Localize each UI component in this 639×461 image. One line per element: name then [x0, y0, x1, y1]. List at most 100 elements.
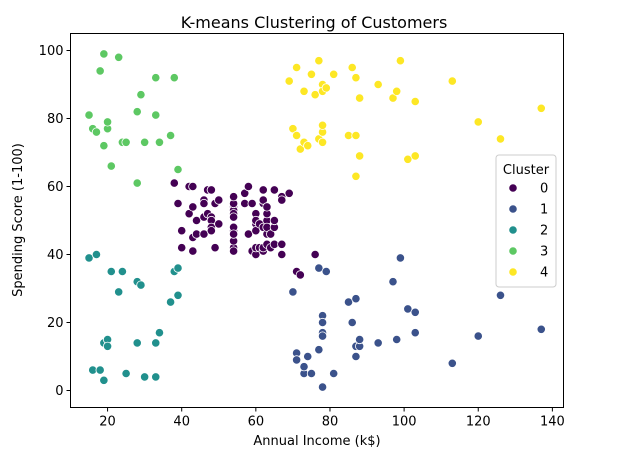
data-point-cluster-0: [199, 229, 209, 239]
data-point-cluster-3: [136, 90, 146, 100]
data-point-cluster-3: [151, 73, 161, 83]
y-tick-label: 0: [55, 384, 63, 399]
x-axis-label: Annual Income (k$): [253, 434, 380, 449]
data-point-cluster-0: [284, 188, 294, 198]
data-point-cluster-1: [355, 334, 365, 345]
legend-label-4: 4: [540, 266, 548, 281]
data-point-cluster-3: [140, 137, 150, 147]
y-tick-label: 60: [47, 180, 64, 195]
data-point-cluster-0: [277, 239, 287, 249]
data-point-cluster-0: [247, 198, 257, 209]
data-point-cluster-0: [177, 243, 187, 253]
data-point-cluster-1: [388, 277, 398, 287]
data-point-cluster-1: [536, 324, 546, 334]
data-point-cluster-2: [173, 263, 183, 273]
data-point-cluster-2: [91, 249, 102, 260]
data-point-cluster-4: [536, 103, 546, 113]
data-point-cluster-3: [132, 107, 142, 117]
data-point-cluster-1: [314, 345, 324, 355]
data-point-cluster-1: [473, 331, 483, 341]
data-point-cluster-4: [395, 56, 406, 66]
data-point-cluster-2: [173, 290, 183, 300]
data-point-cluster-0: [295, 270, 305, 280]
data-point-cluster-0: [188, 181, 198, 192]
data-point-cluster-1: [347, 317, 357, 328]
x-tick-label: 80: [322, 415, 339, 430]
data-point-cluster-4: [317, 120, 328, 130]
data-point-cluster-4: [447, 76, 457, 86]
data-point-cluster-4: [355, 151, 365, 161]
data-point-cluster-0: [228, 246, 239, 256]
data-point-cluster-0: [188, 202, 198, 212]
data-point-cluster-0: [243, 229, 254, 239]
data-point-cluster-2: [151, 372, 161, 382]
data-point-cluster-0: [277, 249, 287, 260]
data-point-cluster-4: [321, 83, 331, 93]
y-tick-label: 40: [47, 248, 64, 263]
data-point-cluster-4: [314, 56, 324, 66]
data-point-cluster-4: [373, 79, 383, 90]
data-point-cluster-1: [410, 328, 420, 338]
data-point-cluster-3: [173, 164, 183, 175]
data-point-cluster-1: [306, 368, 317, 379]
data-point-cluster-3: [99, 141, 109, 151]
data-point-cluster-1: [303, 351, 313, 362]
data-point-cluster-3: [84, 110, 94, 120]
data-point-cluster-1: [314, 263, 324, 273]
data-point-cluster-1: [329, 368, 339, 379]
data-point-cluster-1: [392, 334, 402, 345]
data-point-cluster-4: [410, 96, 420, 107]
data-point-cluster-4: [347, 62, 357, 73]
data-point-cluster-4: [351, 73, 361, 83]
data-point-cluster-3: [121, 137, 131, 147]
data-point-cluster-2: [151, 338, 161, 348]
data-point-cluster-0: [173, 198, 183, 209]
data-point-cluster-0: [214, 195, 224, 205]
data-point-cluster-4: [292, 62, 302, 73]
data-point-cluster-1: [317, 382, 328, 392]
data-point-cluster-4: [317, 137, 328, 147]
data-point-cluster-0: [228, 229, 239, 239]
data-point-cluster-4: [303, 141, 313, 151]
data-point-cluster-3: [102, 117, 113, 127]
data-point-cluster-0: [199, 198, 209, 209]
data-point-cluster-3: [169, 73, 179, 83]
legend-marker-0: [508, 183, 518, 193]
data-point-cluster-0: [188, 246, 198, 256]
data-point-cluster-3: [151, 110, 161, 120]
data-point-cluster-0: [310, 249, 320, 260]
y-axis-label: Spending Score (1-100): [11, 143, 26, 297]
data-point-cluster-4: [410, 151, 420, 161]
legend-label-3: 3: [540, 245, 548, 260]
data-point-cluster-1: [288, 287, 298, 297]
x-tick-label: 100: [392, 415, 417, 430]
y-tick-label: 20: [47, 316, 64, 331]
legend-label-1: 1: [540, 203, 548, 218]
data-point-cluster-2: [132, 338, 142, 348]
plot-frame: [70, 33, 564, 408]
data-point-cluster-4: [473, 117, 483, 127]
data-point-cluster-4: [284, 76, 294, 86]
data-point-cluster-0: [177, 226, 187, 236]
y-tick-label: 80: [47, 112, 64, 127]
data-point-cluster-4: [355, 93, 365, 103]
data-point-cluster-0: [228, 192, 239, 202]
legend: Cluster 0 1 2 3 4: [495, 154, 557, 288]
data-point-cluster-2: [99, 375, 109, 385]
data-point-cluster-0: [269, 215, 279, 226]
x-tick-label: 140: [540, 415, 565, 430]
data-point-cluster-4: [351, 130, 361, 141]
x-axis-ticks: 20 40 60 80 100 120 140: [99, 407, 565, 430]
data-point-cluster-4: [351, 171, 361, 181]
data-point-cluster-4: [403, 154, 413, 164]
data-point-cluster-1: [495, 290, 506, 300]
legend-label-2: 2: [540, 224, 548, 239]
data-point-cluster-2: [154, 328, 165, 338]
data-point-cluster-0: [262, 202, 272, 212]
data-point-cluster-3: [99, 49, 109, 59]
data-point-cluster-2: [117, 266, 127, 277]
data-point-cluster-2: [121, 368, 131, 379]
legend-label-0: 0: [540, 182, 548, 197]
